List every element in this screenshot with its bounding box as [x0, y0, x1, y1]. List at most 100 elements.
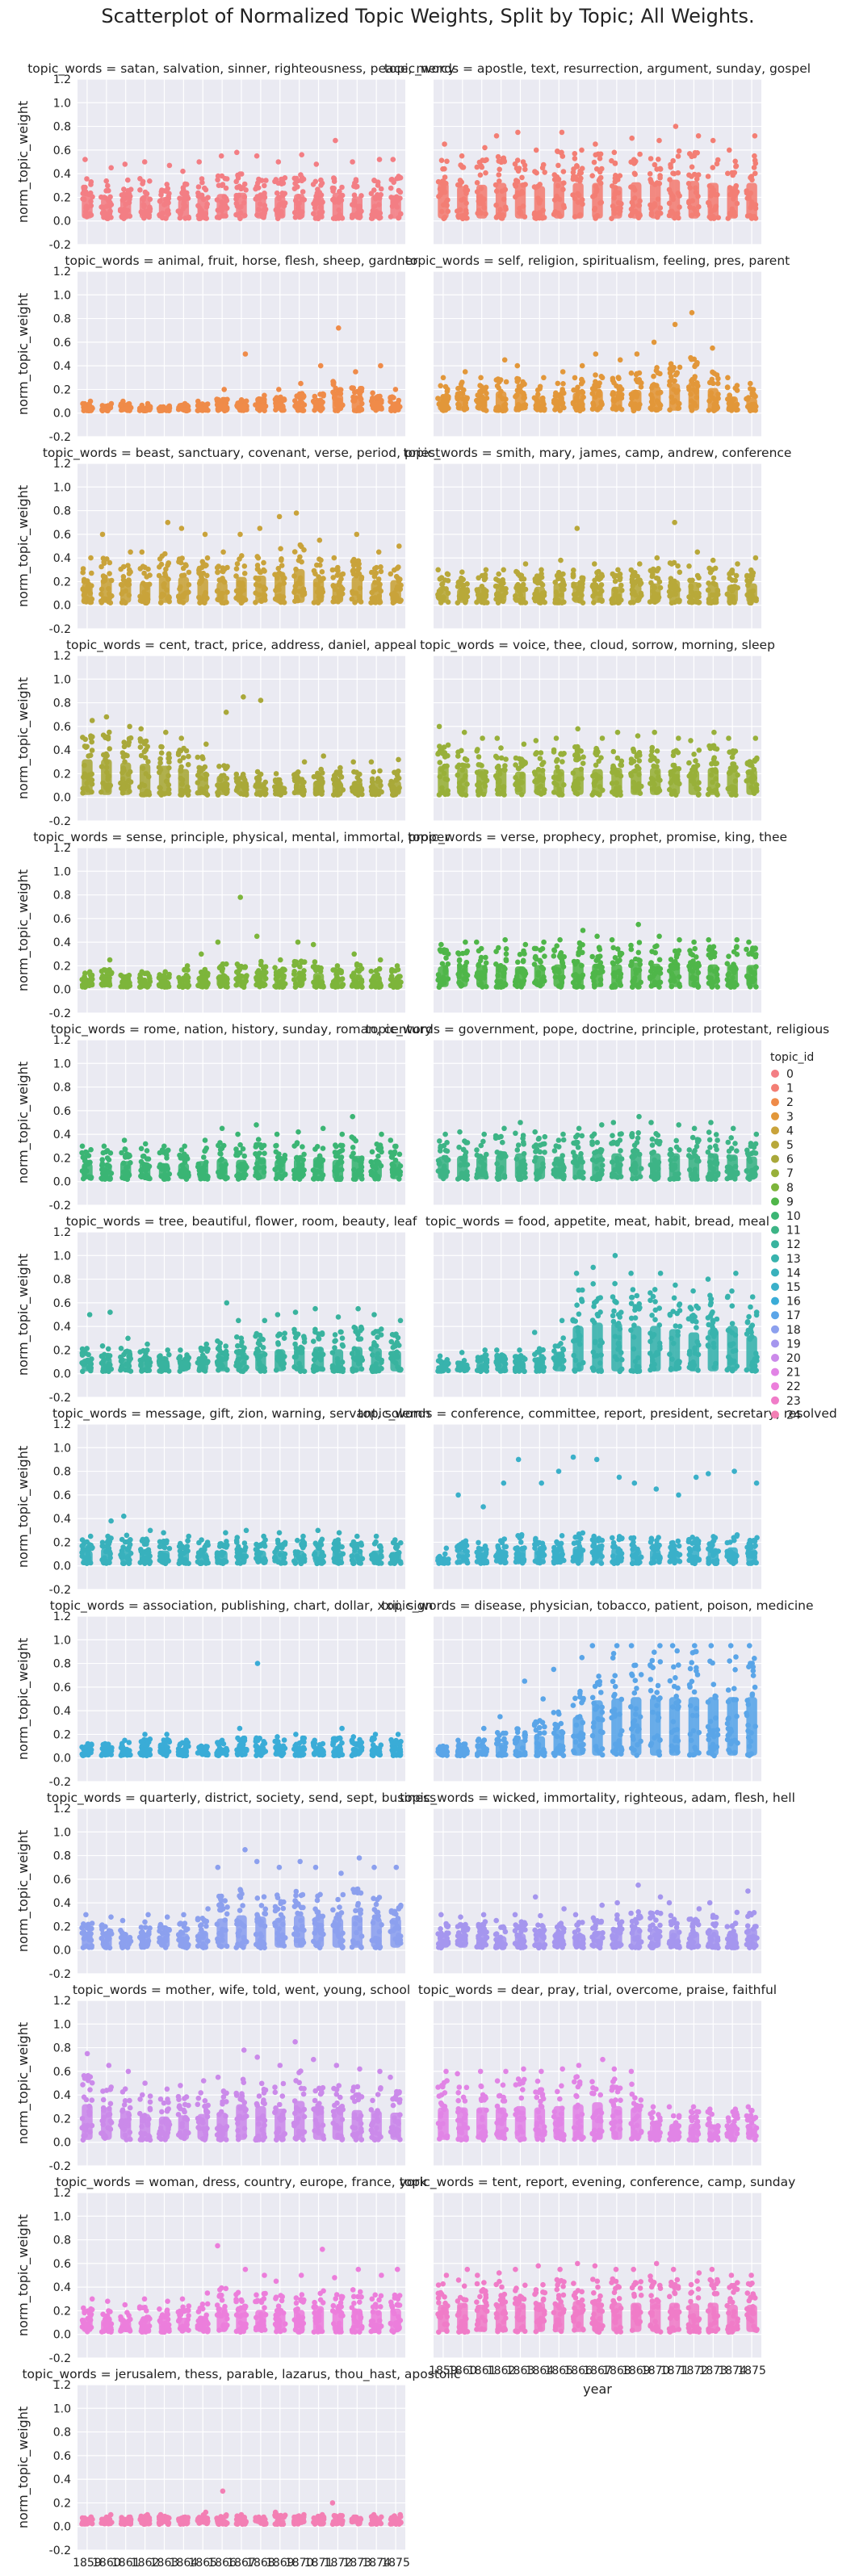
data-point: [203, 741, 209, 748]
data-point: [710, 557, 716, 563]
dense-point-band: [101, 198, 112, 219]
dense-point-band: [668, 580, 681, 603]
dense-point-band: [476, 769, 488, 795]
data-point: [295, 939, 301, 945]
data-point: [368, 968, 375, 974]
data-point: [350, 385, 356, 392]
data-point: [675, 170, 681, 176]
data-point: [476, 754, 482, 760]
data-point: [694, 549, 701, 555]
data-point: [88, 179, 94, 185]
data-point: [82, 191, 87, 196]
data-point: [445, 387, 451, 392]
data-point: [675, 563, 681, 569]
data-point: [668, 561, 675, 567]
data-point: [599, 165, 605, 172]
dense-point-band: [476, 396, 488, 411]
data-point: [458, 381, 464, 387]
dense-point-band: [438, 182, 449, 219]
data-point: [121, 191, 128, 197]
data-point: [533, 147, 539, 153]
data-point: [551, 953, 557, 959]
data-point: [560, 369, 566, 375]
dense-point-band: [236, 192, 247, 219]
data-point: [272, 965, 278, 970]
data-point: [732, 158, 738, 165]
data-point: [572, 375, 578, 381]
data-point: [748, 174, 755, 179]
data-point: [86, 753, 91, 759]
data-point: [120, 574, 127, 580]
data-point: [512, 161, 518, 167]
data-point: [293, 510, 300, 516]
data-point: [521, 948, 526, 954]
data-point: [301, 968, 307, 974]
data-point: [279, 181, 285, 186]
data-point: [142, 755, 149, 760]
y-axis-label: norm_topic_weight: [15, 293, 31, 415]
y-tick-label: -0.2: [49, 1007, 71, 1020]
data-point: [541, 375, 547, 381]
dense-point-band: [82, 979, 93, 987]
data-point: [375, 179, 381, 185]
data-point: [521, 741, 527, 748]
data-point: [710, 345, 715, 351]
data-point: [299, 152, 305, 157]
dense-point-band: [255, 973, 266, 987]
data-point: [474, 180, 480, 186]
data-point: [186, 753, 191, 760]
data-point: [396, 756, 401, 763]
dense-point-band: [197, 196, 208, 219]
points: [435, 124, 759, 222]
dense-point-band: [216, 404, 228, 411]
dense-point-band: [332, 977, 344, 987]
dense-point-band: [438, 966, 449, 987]
data-point: [715, 380, 721, 387]
data-point: [370, 390, 375, 396]
dense-point-band: [650, 768, 661, 795]
dense-point-band: [611, 586, 622, 603]
data-point: [670, 170, 676, 176]
data-point: [599, 375, 606, 381]
data-point: [279, 556, 284, 562]
y-tick-label: 0.8: [53, 697, 71, 710]
data-point: [497, 178, 502, 184]
dense-point-band: [351, 196, 363, 219]
dense-point-band: [553, 583, 564, 603]
data-point: [378, 564, 383, 570]
data-point: [262, 964, 269, 970]
data-point: [107, 967, 112, 973]
data-point: [164, 182, 170, 187]
data-point: [634, 351, 640, 357]
data-point: [312, 959, 318, 965]
data-point: [165, 186, 170, 191]
data-point: [686, 563, 692, 569]
data-point: [748, 380, 753, 387]
data-point: [199, 754, 205, 760]
y-tick-label: 0.6: [53, 721, 71, 734]
data-point: [634, 578, 639, 584]
data-point: [157, 556, 163, 562]
y-tick-label: 1.0: [53, 97, 71, 110]
data-point: [258, 958, 264, 965]
dense-point-band: [216, 582, 228, 603]
data-point: [90, 734, 95, 739]
data-point: [220, 182, 226, 187]
y-tick-label: -0.2: [49, 431, 71, 444]
dense-point-band: [351, 974, 363, 987]
panel-topic-6: topic_words = cent, tract, price, addres…: [15, 638, 417, 828]
dense-point-band: [332, 192, 344, 219]
data-point: [396, 775, 402, 781]
dense-point-band: [101, 407, 112, 411]
dense-point-band: [158, 197, 170, 219]
data-point: [144, 191, 149, 197]
data-point: [186, 569, 192, 576]
data-point: [128, 549, 133, 555]
y-tick-label: 0.8: [53, 313, 71, 326]
data-point: [336, 325, 342, 331]
data-point: [224, 176, 230, 182]
data-point: [354, 531, 360, 538]
dense-point-band: [514, 392, 526, 411]
data-point: [555, 162, 561, 169]
data-point: [310, 182, 316, 187]
